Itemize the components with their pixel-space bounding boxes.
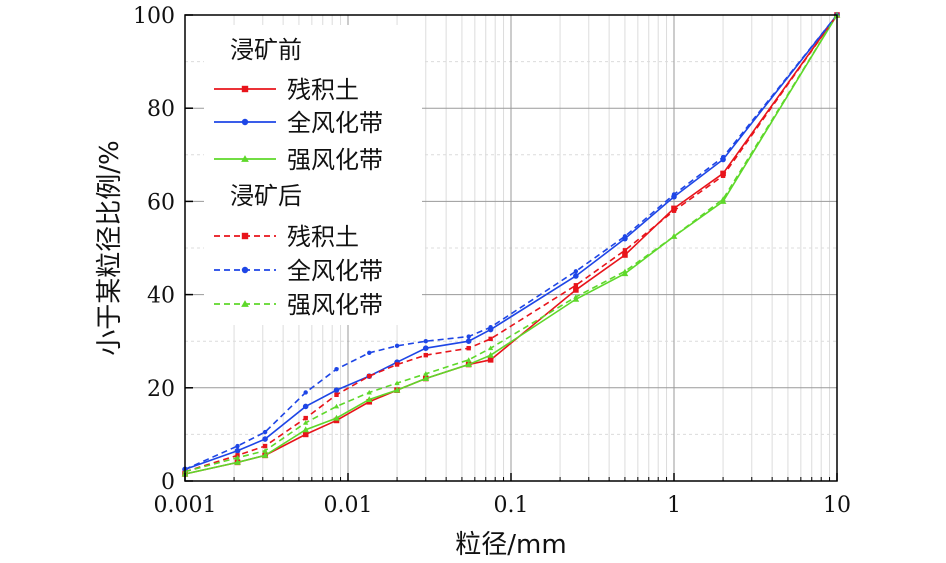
marker-circle: [262, 429, 268, 435]
marker-circle: [573, 273, 579, 279]
legend-entry-label: 强风化带: [287, 291, 383, 319]
marker-triangle: [466, 357, 472, 362]
marker-triangle: [303, 420, 309, 425]
marker-square: [573, 283, 579, 288]
marker-triangle: [622, 268, 628, 274]
y-tick-label: 0: [161, 470, 175, 495]
marker-triangle: [423, 371, 429, 376]
legend-marker-square: [241, 232, 249, 240]
marker-circle: [488, 325, 493, 330]
legend-entry-label: 残积土: [287, 223, 359, 251]
marker-triangle: [234, 459, 241, 465]
axis-ticks: [184, 14, 838, 482]
marker-triangle: [671, 233, 677, 239]
marker-square: [367, 373, 372, 379]
marker-circle: [302, 403, 309, 410]
legend-entry-label: 全风化带: [287, 257, 383, 285]
legend-background: [204, 25, 422, 325]
marker-circle: [465, 338, 472, 345]
marker-triangle: [333, 414, 340, 421]
marker-triangle: [333, 403, 340, 409]
legend-marker-triangle: [241, 300, 249, 307]
marker-square: [671, 208, 677, 213]
marker-triangle: [573, 294, 579, 299]
marker-square: [488, 336, 493, 342]
marker-circle: [466, 334, 471, 339]
y-tick-label: 100: [133, 4, 175, 29]
marker-circle: [303, 390, 308, 395]
marker-circle: [573, 269, 579, 274]
marker-triangle: [487, 345, 494, 351]
marker-square: [573, 287, 579, 293]
legend-entry-label: 全风化带: [287, 109, 383, 137]
legend-entry-label: 强风化带: [287, 146, 383, 174]
marker-circle: [235, 443, 240, 449]
x-tick-label: 1: [667, 493, 681, 518]
y-tick-label: 60: [147, 190, 175, 215]
marker-triangle: [262, 448, 268, 453]
marker-square: [303, 415, 308, 421]
marker-triangle: [487, 351, 494, 358]
x-tick-label: 10: [823, 493, 851, 518]
marker-triangle: [394, 380, 400, 386]
marker-triangle: [465, 361, 473, 368]
marker-square: [671, 205, 677, 212]
x-tick-label: 0.1: [494, 493, 529, 518]
x-axis-label: 粒径/mm: [455, 530, 566, 560]
x-tick-label: 0.01: [324, 493, 373, 518]
marker-square: [720, 173, 726, 178]
series-5: [182, 12, 840, 474]
marker-triangle: [720, 196, 726, 202]
marker-square: [466, 345, 471, 351]
series-4: [182, 12, 840, 472]
x-tick-label: 0.001: [154, 493, 217, 518]
legend-entry-label: 残积土: [287, 76, 359, 104]
y-tick-label: 40: [147, 284, 175, 309]
legend-marker-triangle: [241, 155, 249, 162]
marker-circle: [671, 192, 677, 197]
marker-square: [394, 362, 400, 367]
marker-circle: [622, 234, 628, 239]
y-tick-label: 80: [147, 97, 175, 122]
marker-circle: [334, 366, 339, 372]
marker-square: [302, 431, 309, 438]
marker-square: [334, 392, 339, 397]
marker-circle: [422, 345, 429, 351]
legend-marker-circle: [241, 118, 249, 126]
marker-circle: [262, 436, 268, 442]
marker-square: [720, 170, 726, 177]
legend-group-title: 浸矿前: [230, 36, 302, 64]
marker-circle: [234, 447, 241, 454]
marker-circle: [367, 350, 372, 356]
marker-triangle: [365, 396, 373, 402]
marker-square: [487, 357, 494, 363]
marker-circle: [333, 387, 340, 393]
marker-square: [423, 352, 428, 358]
series-layer: [181, 11, 841, 477]
marker-circle: [720, 154, 726, 160]
marker-triangle: [393, 386, 401, 393]
series-line: [184, 14, 838, 471]
legend-marker-square: [241, 85, 249, 93]
marker-triangle: [302, 426, 310, 433]
marker-square: [262, 443, 268, 449]
marker-square: [622, 248, 628, 253]
y-tick-label: 20: [147, 377, 175, 402]
marker-square: [622, 252, 628, 258]
legend-group-title: 浸矿后: [230, 182, 302, 210]
marker-triangle: [422, 375, 430, 381]
marker-triangle: [234, 455, 241, 460]
marker-triangle: [261, 452, 269, 458]
y-axis-label: 小于某粒径比例/%: [95, 140, 125, 355]
marker-triangle: [366, 389, 372, 395]
marker-circle: [423, 339, 428, 344]
legend-marker-circle: [241, 266, 249, 274]
marker-circle: [394, 343, 400, 349]
